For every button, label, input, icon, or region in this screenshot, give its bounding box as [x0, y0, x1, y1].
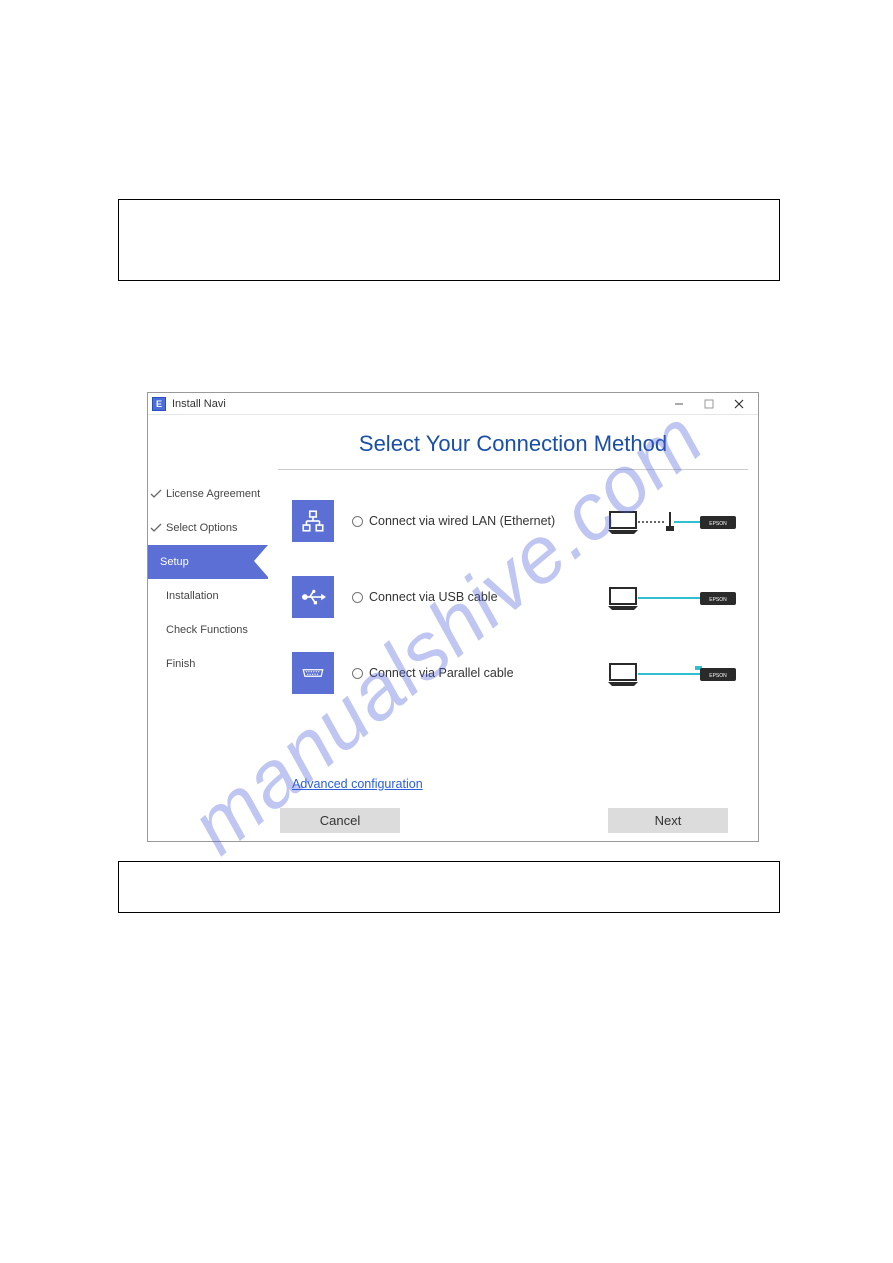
sidebar-item-installation[interactable]: Installation	[148, 579, 268, 613]
sidebar-item-label: Select Options	[166, 522, 238, 534]
option-ethernet-label[interactable]: Connect via wired LAN (Ethernet)	[352, 514, 608, 528]
sidebar-item-check-functions[interactable]: Check Functions	[148, 613, 268, 647]
option-parallel[interactable]: Connect via Parallel cable EPSON	[288, 652, 738, 694]
option-label-text: Connect via Parallel cable	[369, 666, 514, 680]
ethernet-icon	[292, 500, 334, 542]
minimize-icon	[674, 399, 684, 409]
ethernet-diagram: EPSON	[608, 506, 738, 536]
app-icon-letter: E	[156, 399, 162, 409]
close-button[interactable]	[724, 395, 754, 413]
sidebar-item-finish[interactable]: Finish	[148, 647, 268, 681]
window-title: Install Navi	[172, 398, 664, 410]
svg-text:EPSON: EPSON	[709, 597, 727, 603]
sidebar-item-label: Setup	[160, 556, 189, 568]
titlebar: E Install Navi	[148, 393, 758, 415]
sidebar-item-label: Installation	[166, 590, 219, 602]
option-ethernet[interactable]: Connect via wired LAN (Ethernet) EPSON	[288, 500, 738, 542]
check-icon	[150, 488, 162, 500]
usb-icon	[292, 576, 334, 618]
page-title: Select Your Connection Method	[278, 415, 748, 470]
close-icon	[734, 399, 744, 409]
option-usb[interactable]: Connect via USB cable EPSON	[288, 576, 738, 618]
app-icon: E	[152, 397, 166, 411]
sidebar-item-label: Check Functions	[166, 624, 248, 636]
window-controls	[664, 395, 754, 413]
check-icon	[150, 522, 162, 534]
usb-diagram: EPSON	[608, 582, 738, 612]
option-label-text: Connect via wired LAN (Ethernet)	[369, 514, 555, 528]
option-label-text: Connect via USB cable	[369, 590, 498, 604]
sidebar-item-setup[interactable]: Setup	[148, 545, 268, 579]
parallel-icon	[292, 652, 334, 694]
wizard-sidebar: License Agreement Select Options Setup I…	[148, 415, 268, 841]
sidebar-item-license[interactable]: License Agreement	[148, 477, 268, 511]
empty-note-box-2	[118, 861, 780, 913]
advanced-configuration-link[interactable]: Advanced configuration	[292, 777, 423, 791]
window-body: License Agreement Select Options Setup I…	[148, 415, 758, 841]
minimize-button[interactable]	[664, 395, 694, 413]
svg-text:EPSON: EPSON	[709, 673, 727, 679]
sidebar-item-select-options[interactable]: Select Options	[148, 511, 268, 545]
cancel-button[interactable]: Cancel	[280, 808, 400, 833]
install-navi-window: E Install Navi	[147, 392, 759, 842]
parallel-diagram: EPSON	[608, 658, 738, 688]
option-parallel-radio[interactable]	[352, 668, 363, 679]
option-ethernet-radio[interactable]	[352, 516, 363, 527]
empty-note-box-1	[118, 199, 780, 281]
sidebar-item-label: License Agreement	[166, 488, 260, 500]
maximize-icon	[704, 399, 714, 409]
svg-text:EPSON: EPSON	[709, 521, 727, 527]
main-area: Select Your Connection Method Connect vi…	[268, 415, 758, 841]
next-button[interactable]: Next	[608, 808, 728, 833]
sidebar-item-label: Finish	[166, 658, 195, 670]
option-usb-radio[interactable]	[352, 592, 363, 603]
button-bar: Cancel Next	[268, 808, 758, 833]
option-usb-label[interactable]: Connect via USB cable	[352, 590, 608, 604]
option-parallel-label[interactable]: Connect via Parallel cable	[352, 666, 608, 680]
maximize-button[interactable]	[694, 395, 724, 413]
